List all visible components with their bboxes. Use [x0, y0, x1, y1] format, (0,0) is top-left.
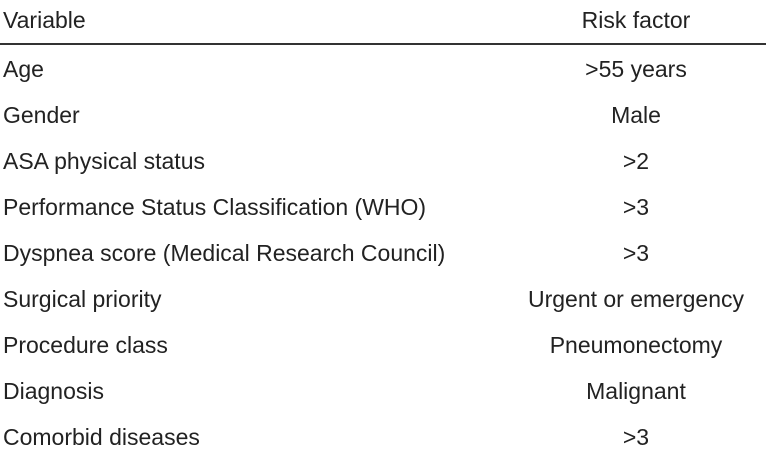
row-variable: Diagnosis: [3, 378, 104, 404]
row-variable: Age: [3, 56, 44, 82]
row-risk-factor: Urgent or emergency: [527, 286, 745, 312]
row-risk-factor: >3: [622, 240, 650, 266]
table-header-row: Variable Risk factor: [0, 0, 766, 44]
table-row: Dyspnea score (Medical Research Council)…: [0, 230, 766, 276]
row-variable: ASA physical status: [3, 148, 205, 174]
row-risk-factor: Malignant: [586, 378, 686, 404]
row-variable: Procedure class: [3, 332, 168, 358]
row-risk-factor: >2: [622, 148, 650, 174]
row-risk-factor: >55 years: [585, 56, 687, 82]
table-row: Gender Male: [0, 92, 766, 138]
row-variable: Gender: [3, 102, 80, 128]
row-risk-factor: >3: [622, 194, 650, 220]
table-row: Comorbid diseases >3: [0, 414, 766, 460]
row-variable: Surgical priority: [3, 286, 162, 312]
header-variable: Variable: [3, 7, 86, 33]
row-variable: Dyspnea score (Medical Research Council): [3, 240, 446, 266]
row-risk-factor: Pneumonectomy: [549, 332, 723, 358]
row-risk-factor: Male: [611, 102, 661, 128]
header-divider: [0, 43, 766, 45]
row-risk-factor: >3: [622, 424, 650, 450]
table-row: Surgical priority Urgent or emergency: [0, 276, 766, 322]
table-row: Age >55 years: [0, 46, 766, 92]
table-row: Performance Status Classification (WHO) …: [0, 184, 766, 230]
table-row: ASA physical status >2: [0, 138, 766, 184]
row-variable: Comorbid diseases: [3, 424, 200, 450]
table-row: Diagnosis Malignant: [0, 368, 766, 414]
header-risk-factor: Risk factor: [581, 7, 691, 33]
table-row: Procedure class Pneumonectomy: [0, 322, 766, 368]
row-variable: Performance Status Classification (WHO): [3, 194, 427, 220]
